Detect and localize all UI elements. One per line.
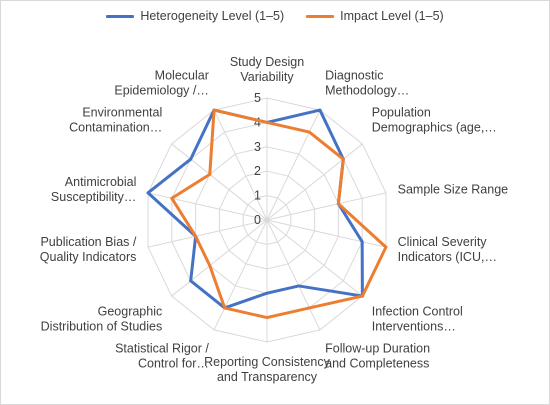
axis-label-line: Indicators (ICU,… [398,250,497,264]
series-1-point-6 [307,306,311,310]
series-0-point-9 [189,279,193,283]
tick-label-0: 0 [254,213,261,227]
axis-label-5: Infection Control Interventions… [372,305,463,334]
axis-label-0: Study Design Variability [230,55,304,84]
legend-swatch-impact [306,14,335,18]
series-1-point-12 [208,172,212,176]
axis-label-8: Statistical Rigor / Control for… [115,342,209,371]
legend-label-impact: Impact Level (1–5) [340,9,444,23]
axis-label-line: Clinical Severity [398,235,488,249]
series-1-point-8 [223,306,227,310]
tick-label-3: 3 [254,140,261,154]
axis-label-line: Population [372,105,431,119]
series-0-point-1 [318,108,322,112]
legend-item-heterogeneity: Heterogeneity Level (1–5) [106,9,284,23]
axis-label-line: Antimicrobial [65,175,137,189]
tick-label-1: 1 [254,189,261,203]
axis-label-line: Infection Control [372,305,463,319]
axis-label-line: Distribution of Studies [41,320,163,334]
tick-label-4: 4 [254,115,261,129]
axis-label-line: Quality Indicators [40,250,137,264]
axis-label-13: Molecular Epidemiology /… [114,68,209,97]
axis-label-line: Control for… [138,357,209,371]
series-1-point-9 [208,264,212,268]
axis-label-line: Statistical Rigor / [115,342,209,356]
axis-label-line: Demographics (age,… [372,120,497,134]
axis-label-1: Diagnostic Methodology… [325,68,409,97]
axis-label-line: Epidemiology /… [114,83,209,97]
series-0-point-12 [189,157,193,161]
spoke-4 [266,219,387,248]
spoke-11 [147,192,268,221]
axis-label-line: Geographic [98,305,163,319]
axis-label-4: Clinical Severity Indicators (ICU,… [398,235,497,264]
series-1-point-1 [307,130,311,134]
axis-label-line: Contamination… [69,120,162,134]
spoke-3 [266,192,387,221]
series-1-point-10 [194,234,198,238]
axis-label-3: Sample Size Range [398,183,509,197]
axis-label-12: Environmental Contamination… [69,105,162,134]
legend-item-impact: Impact Level (1–5) [306,9,444,23]
axis-label-9: Geographic Distribution of Studies [41,305,163,334]
spoke-8 [213,219,268,331]
axis-label-7: Reporting Consistency and Transparency [204,355,331,384]
series-1-point-4 [384,245,388,249]
axis-label-line: Susceptibility… [51,190,136,204]
axis-label-2: Population Demographics (age,… [372,105,497,134]
series-0-point-11 [146,191,150,195]
axis-label-line: Reporting Consistency [204,355,331,369]
series-1-point-7 [265,316,269,320]
series-1-point-3 [336,202,340,206]
legend-label-heterogeneity: Heterogeneity Level (1–5) [140,9,285,23]
tick-label-5: 5 [254,91,261,105]
series-0-point-6 [297,284,301,288]
spoke-9 [171,219,268,297]
spoke-1 [266,109,321,221]
axis-label-line: Follow-up Duration [325,342,430,356]
series-1-point-11 [170,196,174,200]
series-0-point-7 [265,291,269,295]
axis-label-line: Diagnostic [325,68,383,82]
axis-label-line: Molecular [155,68,209,82]
series-line-1 [170,108,388,320]
axis-label-line: Methodology… [325,83,409,97]
axis-label-line: and Completeness [325,357,429,371]
spoke-10 [147,219,268,248]
spoke-13 [213,109,268,221]
legend-swatch-heterogeneity [106,14,135,18]
spoke-12 [171,143,268,221]
series-1-point-13 [212,108,216,112]
axis-label-6: Follow-up Duration and Completeness [325,342,430,371]
axis-label-line: Interventions… [372,320,456,334]
spoke-5 [266,219,363,297]
chart-legend: Heterogeneity Level (1–5) Impact Level (… [1,9,549,23]
axis-label-10: Publication Bias / Quality Indicators [40,235,137,264]
series-1-point-0 [265,120,269,124]
axis-label-line: Variability [240,70,294,84]
spoke-6 [266,219,321,331]
series-1-point-2 [341,157,345,161]
axis-label-11: Antimicrobial Susceptibility… [51,175,136,204]
series-1-point-5 [360,294,364,298]
axis-label-line: Sample Size Range [398,183,509,197]
axis-label-line: Study Design [230,55,304,69]
axis-label-line: Environmental [82,105,162,119]
axis-label-line: Publication Bias / [40,235,136,249]
axis-label-line: and Transparency [217,370,318,384]
series-0-point-4 [360,240,364,244]
spoke-2 [266,143,363,221]
tick-label-2: 2 [254,164,261,178]
